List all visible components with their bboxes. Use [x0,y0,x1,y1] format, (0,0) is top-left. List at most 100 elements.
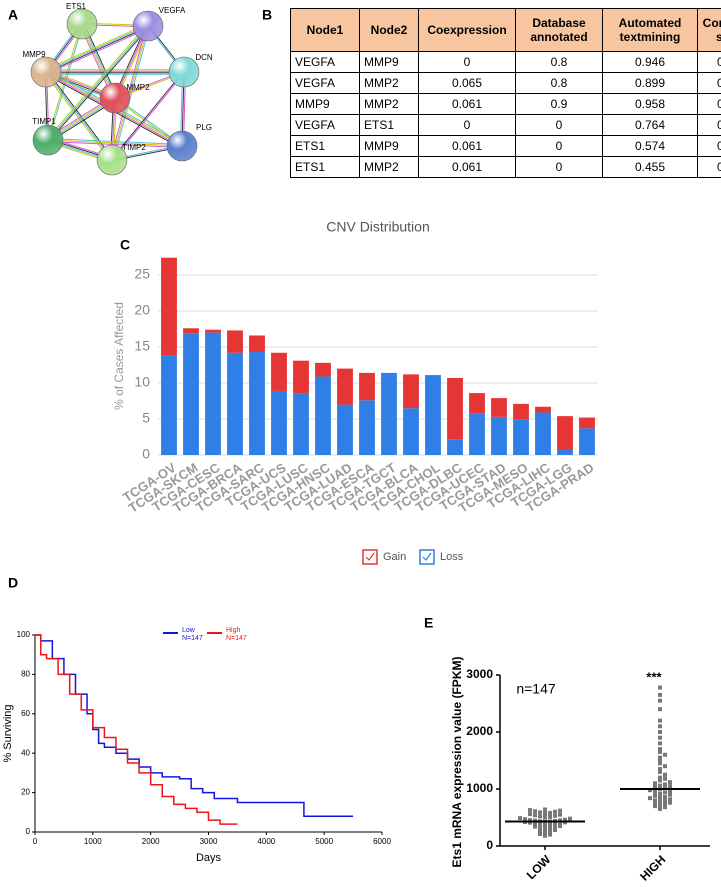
legend-label: Loss [440,551,464,563]
y-axis-label: % of Cases Affected [112,302,126,410]
bar-segment [249,335,265,353]
data-point [668,784,672,789]
column-header: Node2 [359,8,419,52]
bar-segment [513,419,529,455]
node-label: MMP2 [126,83,150,92]
bar-segment [359,372,375,401]
data-point [653,789,657,794]
data-point [663,772,667,777]
y-axis-label: % Surviving [2,704,14,762]
data-point [653,793,657,798]
header-row: Node1 Node2 Coexpression Database annotated… [290,8,721,52]
data-point [658,767,662,772]
data-point [663,805,667,810]
y-tick-label: 3000 [466,667,493,681]
data-point [658,749,662,754]
data-point [668,780,672,785]
table-cell: MMP9 [359,51,419,73]
panel-label: D [8,575,18,591]
bar-segment [535,412,551,455]
data-point [658,718,662,723]
table-cell: 0.061 [418,156,516,178]
data-point [528,820,532,825]
data-point [663,785,667,790]
network-edge [46,27,150,75]
table-cell: 0.979 [697,72,721,94]
data-point [648,796,652,801]
data-point [563,817,567,822]
bar-segment [293,360,309,394]
data-point [668,792,672,797]
bar-segment [227,330,243,353]
x-tick-label: 4000 [257,837,275,846]
bar-segment [271,390,287,455]
survival-curve [35,634,354,817]
data-point [658,758,662,763]
table-cell: 0 [515,114,603,136]
data-point [658,783,662,788]
data-point [538,814,542,819]
table-cell: VEGFA [290,114,360,136]
data-point [538,832,542,837]
data-point [553,828,557,833]
y-tick-label: 20 [134,302,150,318]
data-point [668,797,672,802]
x-tick-label: HIGH [637,852,668,883]
y-axis-label: Ets1 mRNA expression value (FPKM) [450,657,464,868]
bar-segment [469,393,485,414]
data-point [658,791,662,796]
table-cell: 0.764 [697,114,721,136]
y-tick-label: 25 [134,266,150,282]
table-cell: 0.466 [697,156,721,178]
bar-segment [271,352,287,391]
node-label: PLG [196,123,212,132]
table-cell: MMP2 [359,72,419,94]
data-point [528,808,532,813]
network-node [30,56,62,88]
data-point [648,788,652,793]
network-node [32,124,64,156]
data-point [538,810,542,815]
data-point [658,761,662,766]
data-point [653,798,657,803]
x-tick-label: 6000 [373,837,391,846]
table-cell: 0 [515,156,603,178]
table-cell: 0.946 [602,51,698,73]
column-header: Node1 [290,8,360,52]
bar-segment [403,408,419,455]
table-cell: VEGFA [290,72,360,94]
bar-segment [315,376,331,455]
legend-box [362,549,378,565]
network-edge [111,71,184,160]
bar-segment [315,362,331,377]
bar-segment [535,406,551,413]
table-cell: 0.764 [602,114,698,136]
table-cell: 0.989 [697,51,721,73]
table-cell: MMP9 [290,93,360,115]
table-cell: ETS1 [290,156,360,178]
column-header: Database annotated [515,8,603,52]
data-point [543,826,547,831]
bar-segment [161,355,177,455]
node-label: TIMP1 [32,117,56,126]
node-label: VEGFA [159,6,186,15]
network-edge [47,139,183,147]
y-tick-label: 100 [17,630,31,639]
column-header: Coexpression [418,8,516,52]
data-point [543,823,547,828]
data-point [658,799,662,804]
data-point [658,755,662,760]
bar-segment [403,374,419,409]
column-header: Combined score [697,8,721,52]
data-point [658,775,662,780]
bar-segment [359,400,375,455]
bar-segment [447,377,463,440]
panel-label: E [424,615,433,631]
survival-curve [35,634,238,825]
data-point [548,810,552,815]
x-axis-label: Days [196,852,222,864]
